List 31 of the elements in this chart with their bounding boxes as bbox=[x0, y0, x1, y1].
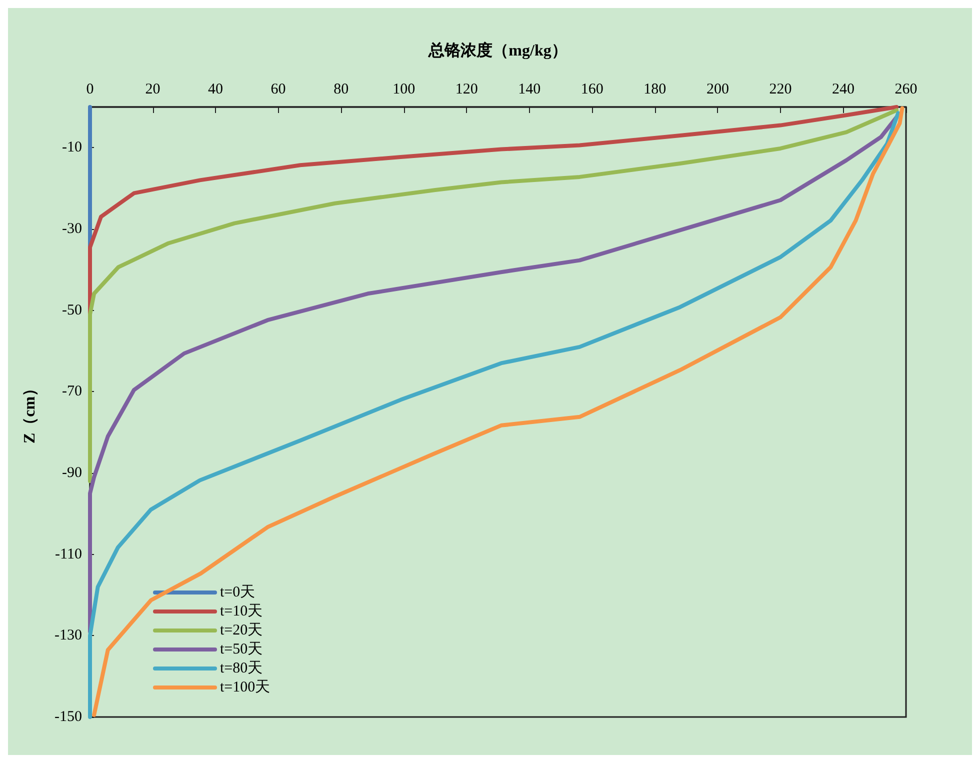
x-tick-label: 200 bbox=[706, 82, 729, 98]
y-tick-label: -130 bbox=[54, 628, 82, 644]
legend-label: t=0天 bbox=[220, 584, 256, 600]
y-tick-label: -10 bbox=[62, 140, 82, 156]
x-tick-label: 80 bbox=[334, 82, 349, 98]
x-tick-label: 220 bbox=[769, 82, 792, 98]
y-tick-label: -90 bbox=[62, 465, 82, 481]
x-tick-label: 0 bbox=[86, 82, 94, 98]
y-tick-label: -30 bbox=[62, 221, 82, 237]
x-tick-label: 60 bbox=[270, 82, 286, 98]
y-tick-label: -50 bbox=[62, 302, 82, 318]
y-axis-title: Z（cm） bbox=[22, 380, 38, 444]
legend-label: t=10天 bbox=[220, 604, 263, 620]
y-tick-label: -70 bbox=[62, 384, 82, 400]
x-tick-label: 160 bbox=[580, 82, 604, 98]
x-tick-label: 40 bbox=[208, 82, 224, 98]
legend-label: t=80天 bbox=[220, 660, 263, 676]
x-tick-label: 260 bbox=[894, 82, 918, 98]
x-tick-label: 180 bbox=[644, 82, 666, 98]
legend-label: t=50天 bbox=[220, 642, 263, 658]
line-series bbox=[88, 108, 899, 484]
x-tick-label: 20 bbox=[145, 82, 160, 98]
x-tick-label: 140 bbox=[518, 82, 541, 98]
legend-label: t=100天 bbox=[220, 680, 270, 696]
y-tick-label: -150 bbox=[54, 709, 82, 725]
x-axis-title: 总铬浓度（mg/kg） bbox=[428, 40, 568, 60]
x-tick-label: 240 bbox=[832, 82, 854, 98]
x-tick-label: 100 bbox=[392, 82, 416, 98]
legend-label: t=20天 bbox=[220, 622, 263, 638]
y-tick-label: -110 bbox=[55, 546, 82, 562]
x-tick-label: 120 bbox=[455, 82, 478, 98]
